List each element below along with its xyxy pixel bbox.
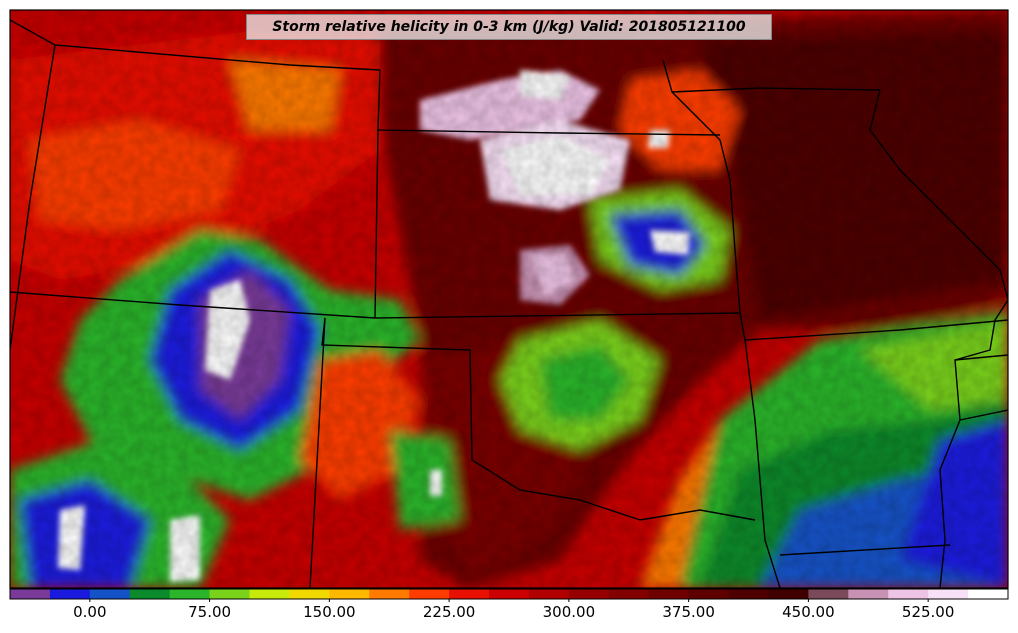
colorbar-swatch — [688, 589, 730, 599]
colorbar-frame — [9, 588, 1009, 600]
colorbar-swatch — [768, 589, 809, 599]
colorbar-swatch — [608, 589, 650, 599]
colorbar-swatch — [728, 589, 769, 599]
colorbar-swatch — [928, 589, 969, 599]
colorbar-swatch — [369, 589, 410, 599]
colorbar-swatch — [449, 589, 490, 599]
colorbar-tick-label: 300.00 — [542, 603, 596, 621]
colorbar-swatch — [808, 589, 849, 599]
colorbar-swatch — [289, 589, 330, 599]
colorbar-tick-label: 375.00 — [662, 603, 715, 621]
colorbar-swatch — [848, 589, 889, 599]
colorbar-swatch — [489, 589, 530, 599]
colorbar-swatch — [249, 589, 290, 599]
colorbar-swatch — [409, 589, 450, 599]
helicity-field — [10, 10, 1008, 588]
colorbar-swatch — [568, 589, 610, 599]
plot-frame — [9, 9, 1009, 589]
colorbar-swatch — [169, 589, 211, 599]
colorbar — [9, 588, 1009, 602]
colorbar-swatch — [528, 589, 570, 599]
colorbar-tick-label: 150.00 — [303, 603, 356, 621]
colorbar-swatch — [648, 589, 690, 599]
colorbar-tick-label: 525.00 — [901, 603, 955, 621]
state-boundaries — [10, 19, 1008, 588]
map-title: Storm relative helicity in 0-3 km (J/kg)… — [246, 14, 772, 40]
colorbar-swatch — [129, 589, 171, 599]
colorbar-swatch — [89, 589, 131, 599]
colorbar-tick-label: 225.00 — [422, 603, 476, 621]
colorbar-swatch — [888, 589, 929, 599]
colorbar-swatch — [329, 589, 370, 599]
colorbar-swatch — [209, 589, 251, 599]
colorbar-tick-label: 0.00 — [73, 603, 107, 621]
colorbar-swatch — [968, 589, 1009, 599]
colorbar-swatch — [10, 589, 51, 599]
colorbar-tick-label: 75.00 — [188, 603, 232, 621]
colorbar-swatch — [49, 589, 91, 599]
colorbar-tick-label: 450.00 — [782, 603, 835, 621]
